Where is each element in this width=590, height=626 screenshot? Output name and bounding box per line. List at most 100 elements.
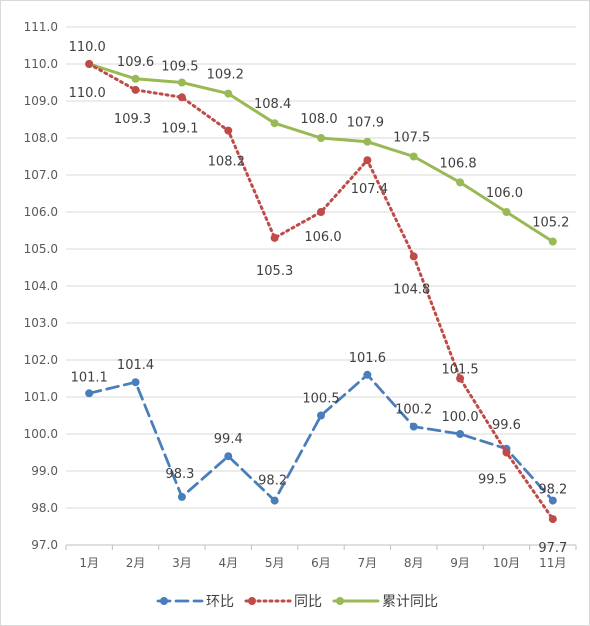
- legend-label: 累计同比: [382, 594, 438, 610]
- data-point: [177, 492, 186, 501]
- data-label: 100.0: [441, 410, 478, 425]
- series-layer: [85, 60, 557, 524]
- x-tick-label: 11月: [539, 556, 566, 570]
- legend-item-0: 环比: [156, 594, 234, 610]
- legend-item-1: 同比: [244, 594, 322, 610]
- data-point: [131, 85, 140, 94]
- x-tick-label: 2月: [126, 556, 146, 570]
- data-point: [502, 448, 511, 457]
- y-tick-label: 108.0: [24, 131, 58, 145]
- data-label: 98.2: [538, 483, 567, 498]
- data-label: 107.5: [393, 131, 430, 146]
- data-label: 108.2: [208, 155, 245, 170]
- x-tick-label: 7月: [358, 556, 378, 570]
- data-label: 109.5: [161, 60, 198, 75]
- legend-label: 环比: [206, 594, 234, 610]
- data-label: 100.5: [302, 392, 339, 407]
- data-point: [317, 134, 325, 142]
- data-label: 106.0: [304, 230, 341, 245]
- legend-swatch-marker: [248, 597, 256, 605]
- data-label: 110.0: [69, 86, 106, 101]
- data-point: [270, 496, 279, 505]
- x-tick-label: 6月: [311, 556, 331, 570]
- data-label: 107.9: [347, 116, 384, 131]
- y-tick-label: 106.0: [24, 205, 58, 219]
- data-point: [502, 208, 511, 216]
- data-point: [363, 156, 372, 165]
- data-labels-layer: 101.1 101.4 98.3 99.4 98.2 100.5 101.6 100.2 100…: [69, 40, 570, 556]
- legend: 环比 同比 累计同比: [156, 594, 438, 610]
- x-tick-label: 5月: [265, 556, 285, 570]
- data-point: [317, 411, 325, 420]
- data-label: 101.1: [71, 370, 108, 385]
- data-point: [270, 233, 279, 242]
- data-point: [177, 93, 186, 102]
- gridlines: [66, 26, 576, 509]
- data-point: [317, 208, 325, 216]
- y-tick-label: 102.0: [24, 353, 58, 367]
- data-label: 101.5: [441, 363, 478, 378]
- data-label: 109.1: [161, 121, 198, 136]
- data-label: 109.6: [117, 55, 154, 70]
- y-tick-label: 105.0: [24, 242, 58, 256]
- data-point: [409, 152, 418, 161]
- y-tick-label: 99.0: [31, 464, 58, 478]
- x-axis: 1月 2月 3月 4月 5月 6月 7月 8月 9月 10月 11月: [65, 544, 577, 570]
- data-point: [224, 126, 233, 135]
- data-point: [363, 370, 372, 379]
- legend-label: 同比: [294, 594, 322, 610]
- data-label: 98.2: [258, 474, 287, 489]
- x-tick-label: 8月: [404, 556, 424, 570]
- legend-item-2: 累计同比: [332, 594, 438, 610]
- y-tick-label: 100.0: [24, 427, 58, 441]
- x-tick-label: 9月: [450, 556, 470, 570]
- y-tick-label: 109.0: [24, 94, 58, 108]
- data-label: 98.3: [165, 467, 194, 482]
- data-point: [456, 374, 465, 383]
- data-point: [224, 89, 233, 98]
- data-label: 108.4: [254, 97, 291, 112]
- data-point: [409, 422, 418, 431]
- data-label: 110.0: [69, 40, 106, 55]
- x-tick-label: 10月: [493, 556, 520, 570]
- y-tick-label: 97.0: [31, 538, 58, 552]
- y-tick-label: 104.0: [24, 279, 58, 293]
- y-tick-label: 107.0: [24, 168, 58, 182]
- y-tick-label: 111.0: [24, 20, 58, 34]
- data-label: 100.2: [395, 403, 432, 418]
- data-label: 105.2: [532, 216, 569, 231]
- x-tick-label: 1月: [79, 556, 99, 570]
- data-point: [548, 237, 557, 246]
- data-label: 109.2: [207, 68, 244, 83]
- data-label: 101.6: [349, 351, 386, 366]
- data-point: [131, 378, 140, 387]
- y-axis: 97.0 98.0 99.0 100.0 101.0 102.0 103.0 104.0 105…: [24, 20, 58, 552]
- data-label: 105.3: [256, 264, 293, 279]
- data-point: [85, 389, 94, 398]
- data-point: [456, 430, 465, 438]
- data-point: [270, 119, 279, 128]
- data-point: [177, 78, 186, 87]
- data-point: [85, 60, 94, 68]
- data-label: 107.4: [351, 182, 388, 197]
- data-label: 99.6: [492, 418, 521, 433]
- data-label: 106.0: [486, 186, 523, 201]
- data-point: [363, 137, 372, 146]
- data-point: [224, 452, 233, 461]
- data-point: [548, 515, 557, 524]
- series-line-0: [87, 373, 555, 502]
- x-tick-label: 4月: [218, 556, 238, 570]
- data-point: [131, 74, 140, 83]
- x-tick-label: 3月: [172, 556, 192, 570]
- y-tick-label: 101.0: [24, 390, 58, 404]
- data-point: [548, 496, 557, 505]
- y-tick-label: 110.0: [24, 57, 58, 71]
- data-label: 99.4: [214, 432, 243, 447]
- y-tick-label: 98.0: [31, 501, 58, 515]
- data-point: [456, 178, 465, 187]
- legend-swatch-marker: [160, 597, 168, 605]
- y-tick-label: 103.0: [24, 316, 58, 330]
- data-label: 109.3: [114, 112, 151, 127]
